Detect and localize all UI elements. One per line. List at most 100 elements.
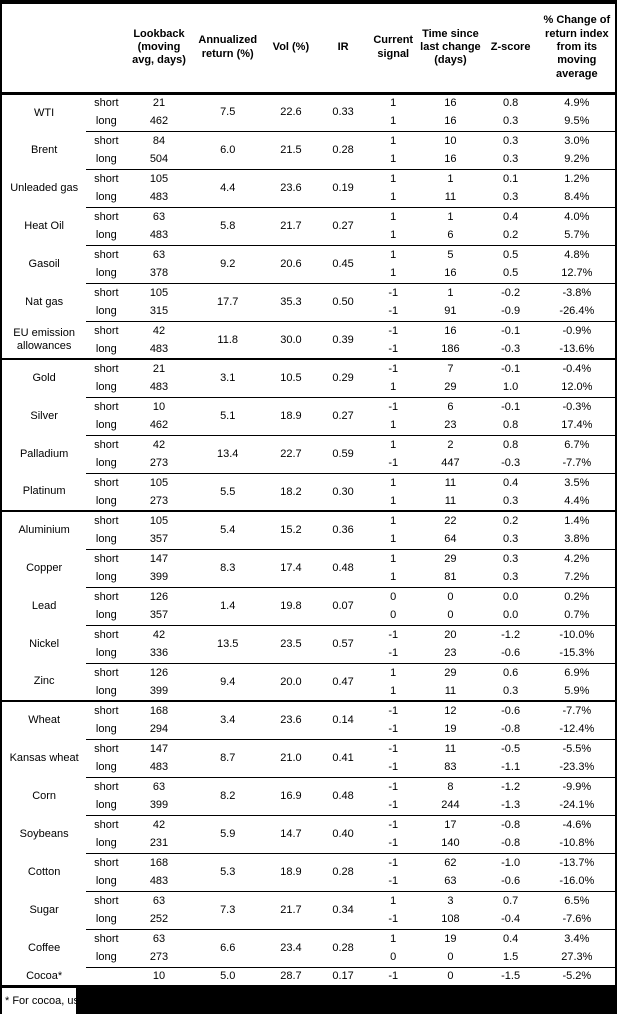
table-row: long 483 -1 83 -1.1 -23.3% [1,758,616,777]
lookback-value: 483 [149,381,169,394]
lookback-value: 357 [149,609,169,622]
zscore-value: 0.8 [482,434,539,454]
annualized-return-value: 8.7 [191,738,264,777]
lookback-value: 462 [149,115,169,128]
ir-value: 0.41 [318,738,369,777]
table-header: Lookback (moving avg, days) Annualized r… [1,2,616,95]
pct-change-value: 9.2% [564,153,590,166]
table-row: Zinc short 126 9.4 20.0 0.47 1 29 0.6 6.9% [1,662,616,701]
position-label: long [95,267,117,280]
commodity-name: Wheat [1,700,87,739]
position-label: long [95,761,117,774]
annualized-return-value: 11.8 [191,320,264,359]
current-signal-value: -1 [368,814,419,834]
current-signal-value: -1 [368,358,419,378]
table-row: Unleaded gas short 105 4.4 23.6 0.19 1 1 0.1 1.2% [1,168,616,207]
column-header-lookback: Lookback (moving avg, days) [126,2,192,95]
position-label: long [95,913,117,926]
column-header-position [86,2,127,95]
position-label: short [86,814,127,834]
position-label: long [95,951,117,964]
pct-change-value: 1.4% [538,510,616,530]
position-label: long [95,115,117,128]
position-label: long [95,571,117,584]
time-since-change-value: 23 [444,647,457,660]
current-signal-value: -1 [368,852,419,872]
current-signal-value: 0 [368,586,419,606]
time-since-change-value: 0 [447,609,454,622]
position-label: long [95,419,117,432]
zscore-value: -1.3 [501,799,521,812]
ir-value: 0.28 [318,852,369,891]
ir-value: 0.45 [318,244,369,283]
time-since-change-value: 140 [441,837,460,850]
current-signal-value: 1 [368,890,419,910]
current-signal-value: -1 [388,799,399,812]
pct-change-value: -7.7% [562,457,592,470]
lookback-value: 10 [126,396,192,416]
time-since-change-value: 16 [444,267,457,280]
table-row: long 336 -1 23 -0.6 -15.3% [1,644,616,663]
zscore-value: -0.8 [501,837,521,850]
pct-change-value: -9.9% [538,776,616,796]
position-label: short [86,282,127,302]
position-label: long [95,305,117,318]
commodity-name: Zinc [33,675,55,688]
position-label: short [86,890,127,910]
table-row: Silver short 10 5.1 18.9 0.27 -1 6 -0.1 -0.3% [1,396,616,435]
lookback-value: 63 [126,776,192,796]
vol-value: 18.2 [263,472,318,511]
column-header-time-since-last-change: Time since last change (days) [418,2,483,95]
pct-change-value: 17.4% [561,419,593,432]
vol-value: 18.9 [263,396,318,435]
table-row: Kansas wheat short 147 8.7 21.0 0.41 -1 11 -0.5-… [1,738,616,777]
position-label: short [86,700,127,720]
time-since-change-value: 83 [444,761,457,774]
position-label: long [95,342,117,355]
table-row: Platinum short 105 5.5 18.2 0.30 1 11 0.4 3.5% [1,472,616,511]
lookback-value: 10 [126,966,192,986]
table-row: long 378 1 16 0.5 12.7% [1,264,616,283]
lookback-value: 63 [126,890,192,910]
table-row: long 462 1 23 0.8 17.4% [1,416,616,435]
annualized-return-value: 17.7 [191,282,264,321]
ir-value: 0.19 [318,168,369,207]
current-signal-value: 1 [368,168,419,188]
current-signal-value: 1 [390,381,397,394]
zscore-value: -0.9 [501,305,521,318]
lookback-value: 42 [126,624,192,644]
redaction-bar [76,987,617,1014]
pct-change-value: -13.6% [559,342,595,355]
table-row: long 483 1 29 1.0 12.0% [1,378,616,397]
table-row: long 399 -1 244 -1.3 -24.1% [1,796,616,815]
ir-value: 0.28 [318,130,369,169]
table-body: WTI short 21 7.5 22.6 0.33 1 16 0.8 4.9% long 462 1 1… [1,93,616,986]
pct-change-value: -15.3% [559,647,595,660]
commodity-name: EU emission allowances [13,327,75,352]
lookback-value: 273 [149,457,169,470]
vol-value: 23.6 [263,700,318,739]
time-since-change-value: 29 [444,381,457,394]
annualized-return-value: 3.1 [191,358,264,397]
table-row: Gold short 21 3.1 10.5 0.29 -1 7 -0.1 -0.4% [1,358,616,397]
pct-change-value: 9.5% [564,115,590,128]
table-row: long 399 1 11 0.3 5.9% [1,682,616,701]
column-header-current-signal: Current signal [368,2,419,95]
commodity-name: Platinum [22,485,66,498]
pct-change-value: -24.1% [559,799,595,812]
current-signal-value: -1 [388,761,399,774]
current-signal-value: 1 [390,419,397,432]
vol-value: 23.6 [263,168,318,207]
time-since-change-value: 16 [444,153,457,166]
vol-value: 10.5 [263,358,318,397]
commodity-name: Unleaded gas [10,181,79,194]
pct-change-value: 6.9% [538,662,616,682]
lookback-value: 42 [126,814,192,834]
commodity-name: Nat gas [25,295,64,308]
commodity-name: Sugar [29,903,59,916]
vol-value: 18.9 [263,852,318,891]
zscore-value: 0.2 [482,510,539,530]
table-row: Cocoa* 10 5.0 28.7 0.17 -1 0 -1.5 -5.2% [1,966,616,986]
zscore-value: -0.2 [482,282,539,302]
annualized-return-value: 5.8 [191,206,264,245]
